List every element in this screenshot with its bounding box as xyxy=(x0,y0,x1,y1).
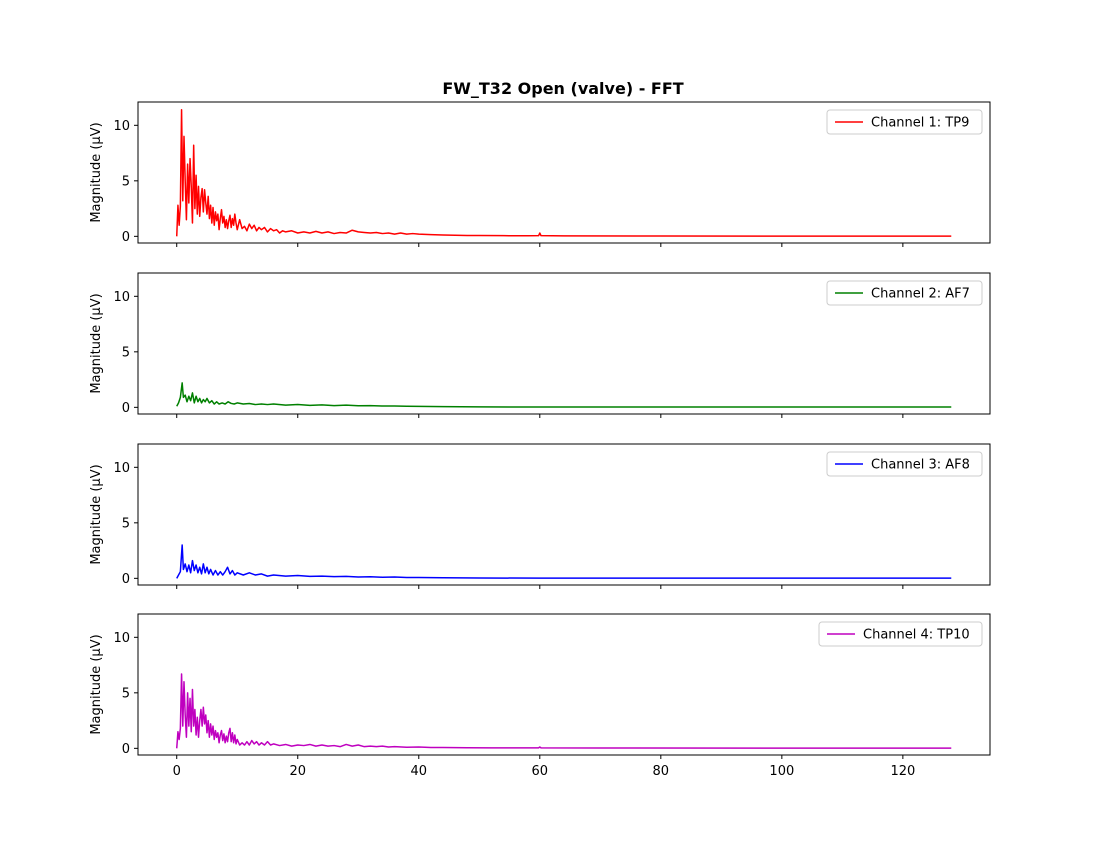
y-tick-label: 0 xyxy=(122,572,130,587)
x-tick-label: 100 xyxy=(769,764,794,779)
subplot-2: 0 5 10 Magnitude (μV) Channel 2: AF7 xyxy=(89,272,991,418)
axes-frame xyxy=(137,101,991,244)
x-tick-label: 60 xyxy=(532,764,549,779)
y-tick-label: 5 xyxy=(122,345,130,360)
x-tick-label: 40 xyxy=(410,764,427,779)
y-tick-label: 0 xyxy=(122,742,130,757)
axes-frame xyxy=(137,443,991,586)
chart-title: FW_T32 Open (valve) - FFT xyxy=(442,79,683,98)
series-line-channel-3 xyxy=(176,544,952,579)
y-axis-label: Magnitude (μV) xyxy=(89,122,104,222)
y-axis-label: Magnitude (μV) xyxy=(89,464,104,564)
legend-label: Channel 2: AF7 xyxy=(871,287,970,302)
x-tick-label: 20 xyxy=(289,764,306,779)
y-tick-label: 5 xyxy=(122,174,130,189)
y-tick-label: 10 xyxy=(113,631,130,646)
y-tick-label: 10 xyxy=(113,461,130,476)
y-tick-label: 5 xyxy=(122,516,130,531)
series-line-channel-4 xyxy=(175,673,952,749)
axes-frame xyxy=(137,613,991,756)
y-tick-label: 10 xyxy=(113,290,130,305)
legend-label: Channel 3: AF8 xyxy=(871,458,970,473)
legend-box xyxy=(826,451,983,477)
x-tick-label: 0 xyxy=(173,764,181,779)
legend-label: Channel 1: TP9 xyxy=(871,116,969,131)
y-tick-label: 10 xyxy=(113,119,130,134)
legend-box xyxy=(826,280,983,306)
y-axis-label: Magnitude (μV) xyxy=(89,293,104,393)
subplot-1: 0 5 10 Magnitude (μV) Channel 1: TP9 xyxy=(89,101,991,247)
legend: Channel 4: TP10 xyxy=(818,621,983,647)
x-tick-label: 80 xyxy=(653,764,670,779)
series-line-channel-1 xyxy=(175,109,952,237)
series-line-channel-2 xyxy=(176,382,952,408)
legend: Channel 3: AF8 xyxy=(826,451,983,477)
axes-frame xyxy=(137,272,991,415)
subplots-container: 0 5 10 Magnitude (μV) Channel 1: TP9 0 5 10 Magn… xyxy=(89,101,991,779)
legend: Channel 1: TP9 xyxy=(826,109,983,135)
y-axis-label: Magnitude (μV) xyxy=(89,634,104,734)
x-tick-label: 120 xyxy=(890,764,915,779)
y-tick-label: 0 xyxy=(122,401,130,416)
y-tick-label: 5 xyxy=(122,686,130,701)
y-tick-label: 0 xyxy=(122,230,130,245)
legend-label: Channel 4: TP10 xyxy=(863,628,970,643)
subplot-3: 0 5 10 Magnitude (μV) Channel 3: AF8 xyxy=(89,443,991,589)
legend: Channel 2: AF7 xyxy=(826,280,983,306)
legend-box xyxy=(818,621,983,647)
legend-box xyxy=(826,109,983,135)
